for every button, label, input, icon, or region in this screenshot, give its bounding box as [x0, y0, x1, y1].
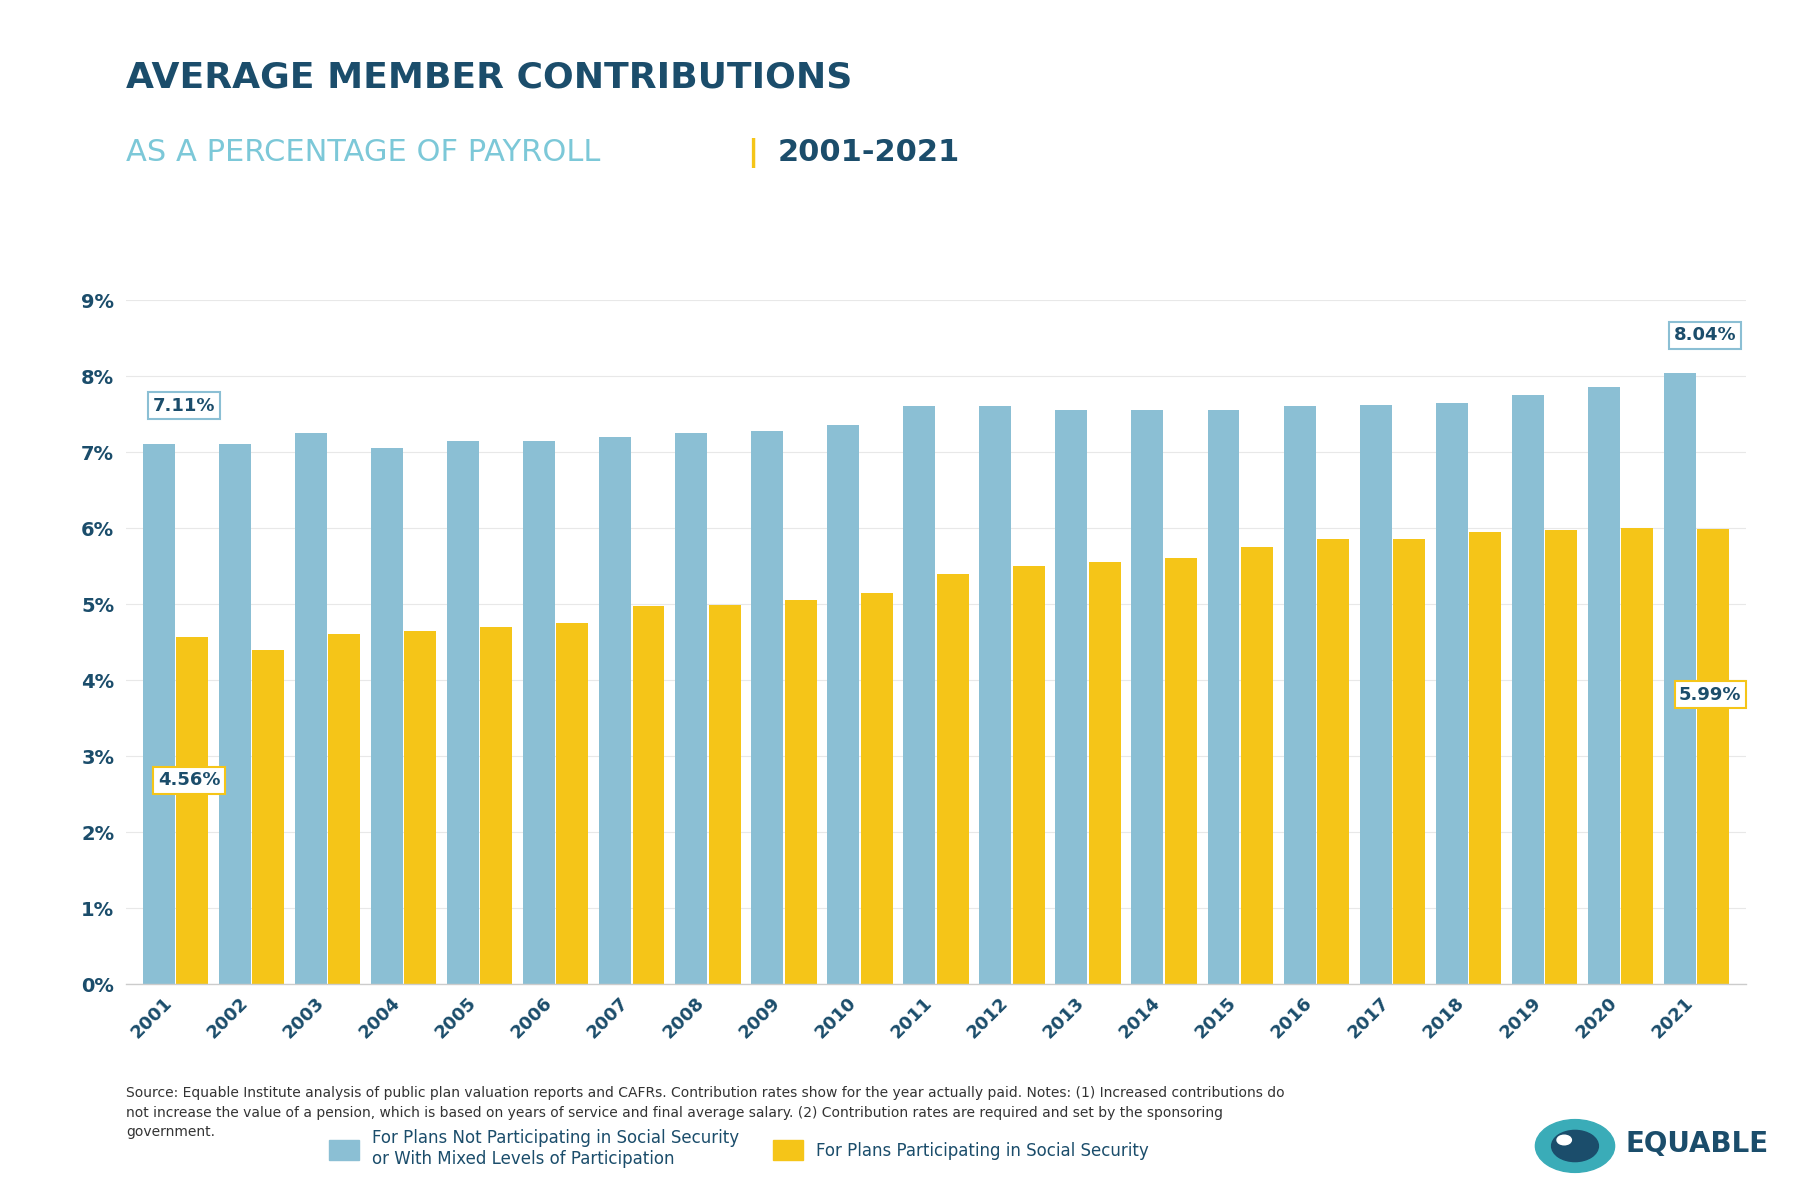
Bar: [1013, 566, 1044, 984]
Text: EQUABLE: EQUABLE: [1625, 1130, 1769, 1158]
Bar: [220, 444, 250, 984]
Bar: [1393, 540, 1426, 984]
Bar: [936, 574, 968, 984]
Legend: For Plans Not Participating in Social Security
or With Mixed Levels of Participa: For Plans Not Participating in Social Se…: [329, 1129, 1148, 1168]
Bar: [1240, 547, 1273, 984]
Bar: [860, 593, 893, 984]
Bar: [828, 425, 859, 984]
Bar: [1055, 410, 1087, 984]
Bar: [1359, 404, 1391, 984]
Bar: [556, 623, 589, 984]
Bar: [1283, 407, 1316, 984]
Bar: [1436, 403, 1467, 984]
Text: 5.99%: 5.99%: [1679, 685, 1742, 703]
Bar: [446, 440, 479, 984]
Bar: [904, 407, 936, 984]
Bar: [675, 433, 707, 984]
Text: AVERAGE MEMBER CONTRIBUTIONS: AVERAGE MEMBER CONTRIBUTIONS: [126, 60, 853, 94]
Text: 7.11%: 7.11%: [153, 397, 216, 415]
Bar: [142, 444, 175, 984]
Bar: [1089, 562, 1121, 984]
Text: AS A PERCENTAGE OF PAYROLL: AS A PERCENTAGE OF PAYROLL: [126, 138, 601, 167]
Bar: [252, 649, 284, 984]
Text: 2001-2021: 2001-2021: [778, 138, 959, 167]
Bar: [751, 432, 783, 984]
Bar: [785, 600, 817, 984]
Bar: [481, 626, 513, 984]
Bar: [371, 448, 403, 984]
Bar: [632, 606, 664, 984]
Bar: [1622, 528, 1652, 984]
Bar: [979, 407, 1012, 984]
Bar: [1165, 558, 1197, 984]
Bar: [1512, 395, 1544, 984]
Bar: [1318, 540, 1348, 984]
Bar: [1544, 530, 1577, 984]
Bar: [1208, 410, 1240, 984]
Bar: [328, 635, 360, 984]
Bar: [1697, 529, 1730, 984]
Bar: [1132, 410, 1163, 984]
Bar: [524, 440, 554, 984]
Bar: [405, 630, 436, 984]
Bar: [176, 637, 209, 984]
Bar: [1663, 373, 1696, 984]
Text: Source: Equable Institute analysis of public plan valuation reports and CAFRs. C: Source: Equable Institute analysis of pu…: [126, 1086, 1285, 1139]
Bar: [709, 605, 740, 984]
Text: |: |: [747, 138, 758, 168]
Bar: [599, 437, 632, 984]
Bar: [1588, 388, 1620, 984]
Bar: [295, 433, 328, 984]
Bar: [1469, 532, 1501, 984]
Text: 4.56%: 4.56%: [158, 772, 220, 790]
Text: 8.04%: 8.04%: [1674, 326, 1737, 344]
